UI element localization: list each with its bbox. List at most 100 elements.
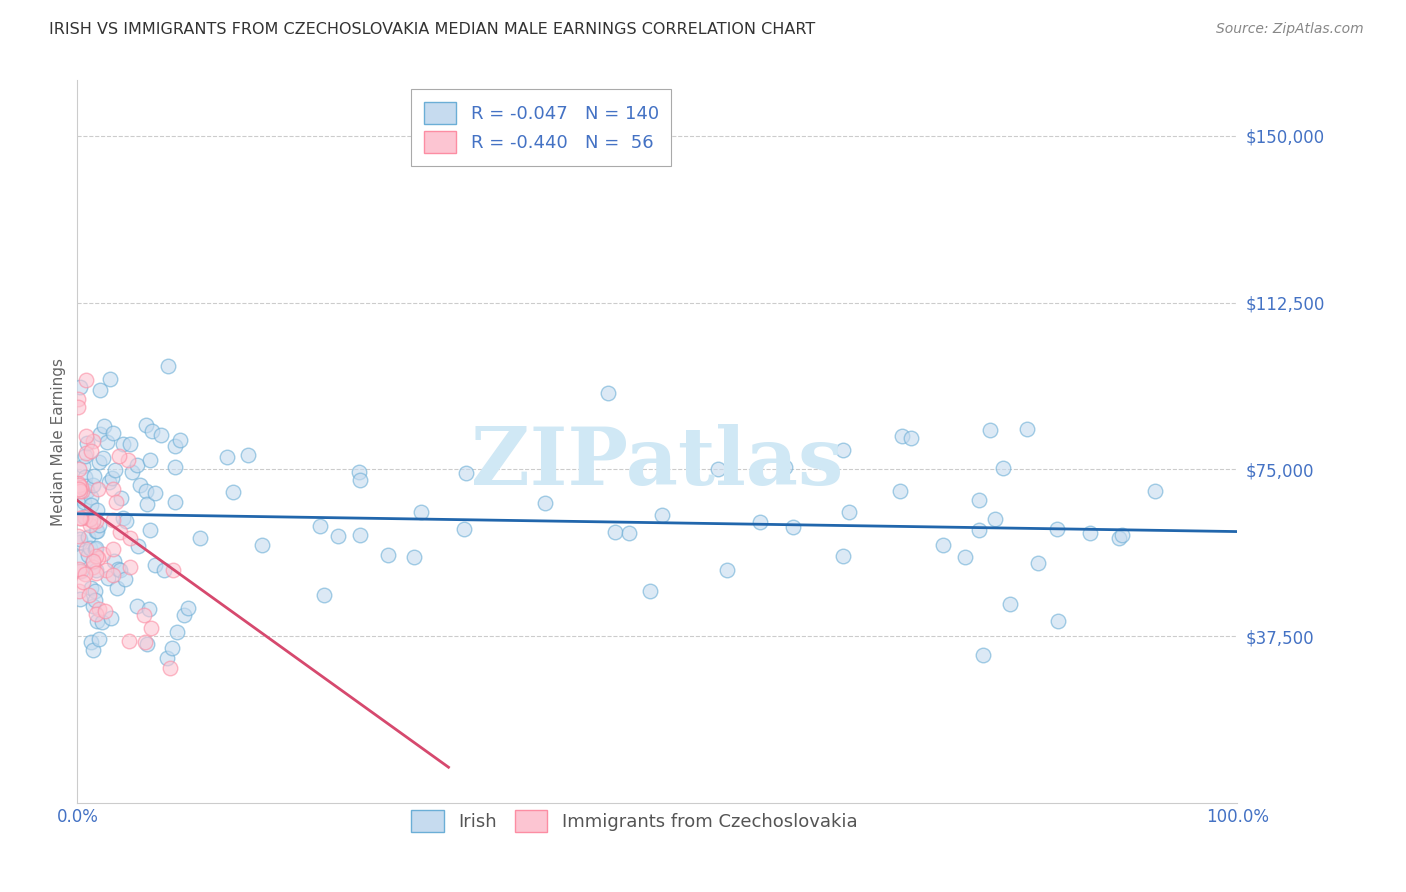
- Y-axis label: Median Male Earnings: Median Male Earnings: [51, 358, 66, 525]
- Point: [453, 522, 475, 536]
- Point: [84, 549, 107, 563]
- Point: [94, 563, 117, 577]
- Point: [967, 493, 990, 508]
- Point: [76, 428, 98, 442]
- Point: [110, 491, 132, 505]
- Point: [707, 462, 730, 476]
- Point: [73, 449, 96, 463]
- Point: [77, 530, 100, 544]
- Point: [82, 554, 104, 568]
- Point: [162, 563, 184, 577]
- Point: [67, 475, 90, 490]
- Point: [143, 485, 166, 500]
- Point: [1108, 531, 1130, 545]
- Point: [141, 424, 163, 438]
- Point: [89, 426, 111, 441]
- Point: [838, 505, 860, 519]
- Point: [69, 484, 91, 499]
- Point: [165, 495, 187, 509]
- Point: [889, 484, 911, 499]
- Point: [75, 478, 97, 492]
- Point: [159, 661, 181, 675]
- Point: [143, 558, 166, 573]
- Point: [111, 511, 134, 525]
- Point: [127, 539, 149, 553]
- Point: [114, 572, 136, 586]
- Point: [82, 643, 104, 657]
- Point: [101, 471, 124, 485]
- Point: [125, 599, 148, 613]
- Point: [127, 458, 149, 472]
- Point: [67, 584, 90, 599]
- Point: [84, 541, 107, 555]
- Point: [105, 495, 128, 509]
- Point: [991, 461, 1014, 475]
- Point: [138, 524, 160, 538]
- Point: [215, 450, 238, 464]
- Point: [156, 651, 179, 665]
- Point: [107, 449, 129, 463]
- Point: [79, 541, 101, 556]
- Point: [72, 459, 94, 474]
- Point: [73, 510, 96, 524]
- Point: [86, 607, 108, 622]
- Point: [76, 435, 98, 450]
- Point: [165, 438, 187, 452]
- Point: [76, 484, 98, 499]
- Point: [75, 446, 97, 460]
- Point: [75, 567, 97, 582]
- Point: [69, 380, 91, 394]
- Point: [156, 359, 179, 373]
- Point: [97, 571, 120, 585]
- Point: [73, 509, 96, 524]
- Point: [86, 566, 108, 581]
- Point: [134, 607, 156, 622]
- Point: [96, 434, 118, 449]
- Point: [67, 462, 90, 476]
- Point: [82, 559, 104, 574]
- Point: [75, 541, 97, 556]
- Point: [166, 624, 188, 639]
- Point: [135, 418, 157, 433]
- Point: [82, 599, 104, 614]
- Point: [93, 450, 115, 465]
- Point: [93, 418, 115, 433]
- Point: [129, 477, 152, 491]
- Point: [83, 469, 105, 483]
- Point: [82, 478, 104, 492]
- Point: [67, 562, 90, 576]
- Point: [80, 581, 103, 595]
- Point: [349, 528, 371, 542]
- Point: [118, 634, 141, 648]
- Point: [749, 515, 772, 529]
- Point: [108, 563, 131, 577]
- Point: [101, 513, 124, 527]
- Point: [1111, 528, 1133, 542]
- Point: [67, 401, 90, 415]
- Point: [69, 532, 91, 546]
- Point: [349, 473, 371, 487]
- Point: [87, 455, 110, 469]
- Point: [69, 550, 91, 565]
- Point: [101, 542, 124, 557]
- Point: [236, 449, 259, 463]
- Point: [983, 512, 1005, 526]
- Point: [67, 565, 90, 579]
- Point: [80, 444, 103, 458]
- Point: [832, 442, 855, 457]
- Point: [135, 497, 157, 511]
- Point: [190, 531, 212, 545]
- Point: [121, 465, 143, 479]
- Point: [84, 524, 107, 538]
- Point: [312, 588, 335, 602]
- Point: [377, 548, 399, 562]
- Point: [1026, 556, 1049, 570]
- Point: [75, 373, 97, 387]
- Point: [1078, 526, 1101, 541]
- Point: [69, 511, 91, 525]
- Point: [169, 433, 191, 447]
- Point: [79, 518, 101, 533]
- Point: [1046, 614, 1069, 628]
- Point: [69, 591, 91, 606]
- Point: [177, 600, 200, 615]
